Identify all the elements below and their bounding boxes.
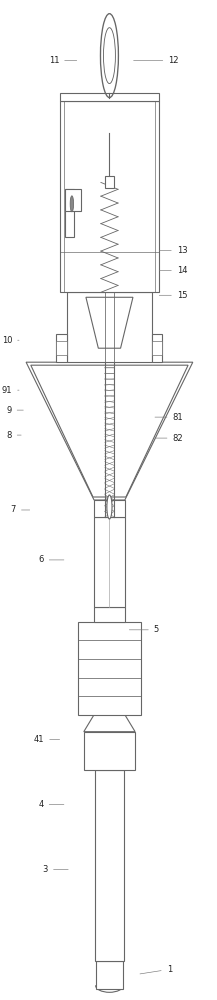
Polygon shape: [86, 297, 133, 348]
Text: 82: 82: [155, 434, 183, 443]
Bar: [56, 334, 67, 362]
Text: 11: 11: [49, 56, 77, 65]
Text: 12: 12: [134, 56, 179, 65]
Text: 8: 8: [6, 431, 21, 440]
Bar: [152, 334, 163, 362]
Text: 6: 6: [38, 555, 64, 564]
Polygon shape: [26, 362, 193, 500]
Bar: [60, 93, 159, 101]
Text: 9: 9: [6, 406, 23, 415]
Text: 4: 4: [38, 800, 64, 809]
Bar: [105, 176, 114, 188]
Bar: [84, 732, 135, 770]
Circle shape: [107, 495, 112, 519]
Bar: [94, 500, 125, 517]
Text: 14: 14: [159, 266, 187, 275]
Text: 5: 5: [129, 625, 159, 634]
Bar: [94, 607, 125, 622]
Bar: [56, 341, 67, 355]
Bar: [95, 770, 124, 961]
Circle shape: [70, 196, 74, 212]
Polygon shape: [84, 715, 135, 732]
Text: 41: 41: [34, 735, 60, 744]
Bar: [152, 341, 163, 355]
Bar: [67, 292, 152, 362]
Bar: [95, 961, 123, 989]
Text: 91: 91: [2, 386, 19, 395]
Text: 15: 15: [159, 291, 187, 300]
Bar: [65, 189, 74, 237]
Bar: [78, 622, 141, 715]
Text: 10: 10: [2, 336, 19, 345]
Text: 13: 13: [159, 246, 187, 255]
Bar: [94, 517, 125, 607]
Bar: [65, 189, 81, 211]
Text: 81: 81: [155, 413, 183, 422]
Text: 7: 7: [11, 505, 30, 514]
Bar: [60, 101, 159, 292]
Text: 1: 1: [140, 965, 172, 974]
Text: 3: 3: [43, 865, 68, 874]
